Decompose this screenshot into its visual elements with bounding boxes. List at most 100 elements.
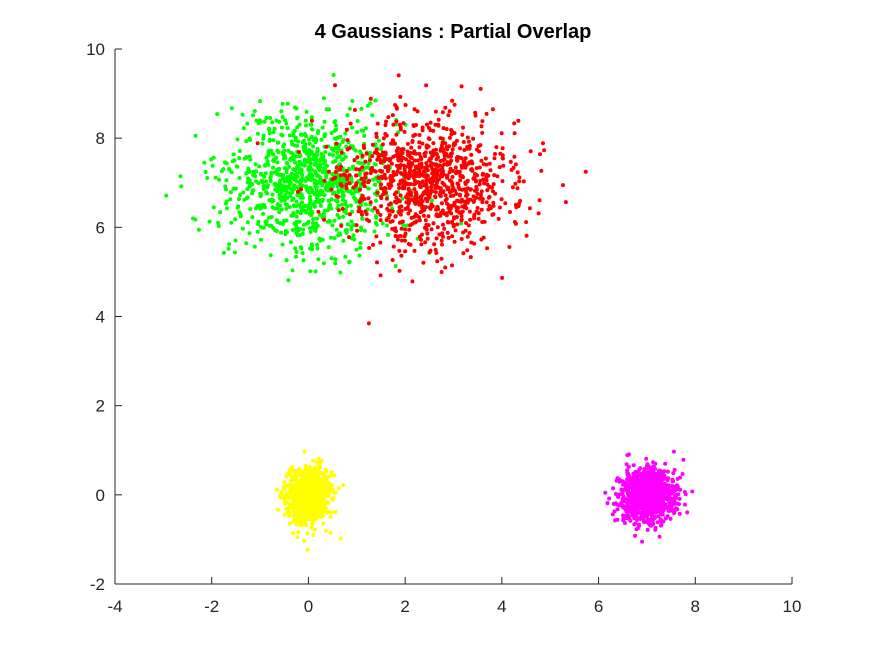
data-point <box>282 512 287 517</box>
data-point <box>334 141 339 146</box>
data-point <box>313 160 318 165</box>
data-point <box>451 193 456 198</box>
data-point <box>453 165 458 170</box>
data-point <box>487 194 492 199</box>
data-point <box>345 113 350 118</box>
data-point <box>420 179 425 184</box>
data-point <box>296 163 300 168</box>
data-point <box>327 107 331 112</box>
data-point <box>302 222 306 227</box>
data-point <box>340 190 345 195</box>
data-point <box>359 209 363 214</box>
data-point <box>275 140 280 145</box>
data-point <box>203 170 208 174</box>
data-point <box>663 485 668 490</box>
data-point <box>332 236 337 241</box>
data-point <box>321 521 326 526</box>
data-point <box>379 196 384 201</box>
data-point <box>228 190 233 195</box>
data-point <box>375 260 379 265</box>
data-point <box>491 200 496 205</box>
data-point <box>347 173 352 178</box>
data-point <box>391 178 396 183</box>
data-point <box>483 156 488 161</box>
data-point <box>269 170 274 175</box>
data-point <box>467 231 472 235</box>
data-point <box>275 148 280 153</box>
data-point <box>298 523 303 528</box>
data-point <box>379 186 384 191</box>
data-point <box>653 466 658 471</box>
data-point <box>345 175 350 180</box>
data-point <box>285 184 290 189</box>
data-point <box>316 198 320 203</box>
data-point <box>238 193 243 197</box>
data-point <box>373 98 378 103</box>
data-point <box>393 214 398 219</box>
data-point <box>500 179 505 184</box>
data-point <box>320 237 325 242</box>
data-point <box>465 178 470 183</box>
data-point <box>406 187 411 192</box>
data-point <box>256 219 261 224</box>
data-point <box>674 483 679 488</box>
data-point <box>398 234 403 238</box>
data-point <box>386 232 390 237</box>
data-point <box>403 249 408 254</box>
data-point <box>339 150 344 155</box>
x-tick-label: -4 <box>107 597 122 616</box>
data-point <box>446 203 451 208</box>
data-point <box>366 196 371 201</box>
data-point <box>307 141 312 146</box>
data-point <box>347 106 352 111</box>
data-point <box>307 157 312 162</box>
data-point <box>299 208 304 213</box>
data-point <box>284 121 289 126</box>
data-point <box>402 163 407 168</box>
data-point <box>332 190 337 195</box>
data-point <box>444 196 449 201</box>
data-point <box>428 248 433 253</box>
data-point <box>396 146 401 151</box>
data-point <box>230 159 235 164</box>
data-point <box>449 211 454 216</box>
data-point <box>270 120 275 125</box>
data-point <box>670 502 675 507</box>
data-point <box>282 218 287 223</box>
data-point <box>299 246 304 251</box>
data-point <box>677 496 682 501</box>
data-point <box>363 175 368 180</box>
data-point <box>271 198 276 203</box>
data-point <box>309 122 314 127</box>
data-point <box>441 222 445 227</box>
data-point <box>290 492 295 497</box>
data-point <box>439 201 444 206</box>
data-point <box>478 192 483 197</box>
data-point <box>311 221 315 225</box>
data-point <box>398 179 403 184</box>
data-point <box>267 131 272 136</box>
data-point <box>408 155 413 160</box>
data-point <box>666 476 671 481</box>
data-point <box>480 200 485 205</box>
data-point <box>359 176 364 181</box>
data-point <box>482 181 487 186</box>
data-point <box>480 172 485 177</box>
data-point <box>296 530 301 535</box>
data-point <box>303 468 308 473</box>
data-point <box>244 171 249 176</box>
data-point <box>274 167 279 172</box>
data-point <box>445 147 450 152</box>
data-point <box>263 171 268 176</box>
data-point <box>413 132 418 137</box>
data-point <box>213 175 218 180</box>
data-point <box>344 230 349 235</box>
chart-title: 4 Gaussians : Partial Overlap <box>315 21 592 43</box>
data-point <box>281 195 286 200</box>
data-point <box>227 242 232 247</box>
data-point <box>444 127 449 131</box>
data-point <box>215 112 220 117</box>
data-point <box>620 496 625 501</box>
data-point <box>637 467 642 472</box>
